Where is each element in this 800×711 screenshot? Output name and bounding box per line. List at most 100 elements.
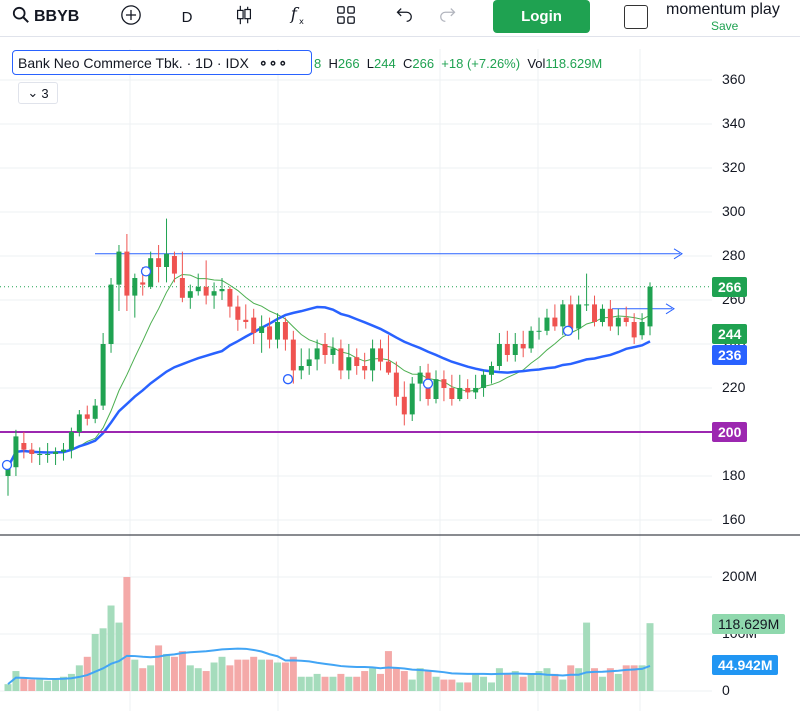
- volume-bar: [448, 679, 456, 691]
- candle-body: [219, 289, 225, 292]
- volume-bar: [377, 673, 385, 691]
- volume-bar: [361, 671, 369, 691]
- candle-body: [13, 436, 19, 468]
- workspace-name[interactable]: momentum play: [666, 1, 780, 18]
- volume-bar: [345, 676, 353, 691]
- volume-bar: [305, 676, 313, 691]
- volume-tick-label: 200M: [722, 568, 758, 584]
- candle-body: [21, 443, 27, 450]
- volume-bar: [400, 671, 408, 691]
- candle-body: [417, 372, 423, 384]
- volume-bar: [226, 665, 234, 691]
- close-label: C: [402, 56, 413, 71]
- candle-body: [473, 388, 479, 393]
- volume-bar: [202, 671, 210, 691]
- candle-body: [274, 322, 280, 340]
- candle-body: [528, 330, 534, 349]
- candle-body: [647, 286, 653, 327]
- volume-bar: [266, 659, 274, 691]
- volume-bar: [606, 668, 614, 691]
- volume-label: Vol: [527, 56, 546, 71]
- indicators-toggle[interactable]: ⌄ 3: [18, 82, 58, 104]
- layout-checkbox[interactable]: [624, 5, 648, 29]
- volume-bar: [432, 676, 440, 691]
- price-tick-label: 300: [722, 203, 746, 219]
- volume-bar: [163, 653, 171, 691]
- candles-icon: [233, 4, 255, 31]
- candle-body: [37, 454, 43, 455]
- candle-body: [108, 284, 114, 344]
- candle-body: [378, 348, 384, 362]
- sma-short-badge: 244: [712, 324, 748, 344]
- workspace-save-link[interactable]: Save: [711, 19, 739, 33]
- candle-body: [243, 319, 249, 322]
- compare-symbol-button[interactable]: [117, 0, 145, 34]
- candle-body: [235, 306, 241, 320]
- volume-bar: [329, 676, 337, 691]
- candle-body: [322, 344, 328, 355]
- volume-bar: [242, 659, 250, 691]
- candle-body: [60, 449, 66, 452]
- volume-bar: [250, 656, 258, 691]
- candle-body: [457, 388, 463, 399]
- candle-body: [544, 317, 550, 331]
- volume-bar: [472, 673, 480, 691]
- candle-body: [156, 258, 162, 267]
- login-button[interactable]: Login: [493, 0, 590, 33]
- volume-bar: [115, 622, 123, 691]
- candle-body: [164, 253, 170, 267]
- price-chart[interactable]: [0, 37, 800, 711]
- volume-bar: [456, 682, 464, 691]
- interval-button[interactable]: D: [181, 8, 193, 26]
- candle-body: [346, 357, 352, 371]
- price-tick-label: 340: [722, 115, 746, 131]
- symbol-search-button[interactable]: BBYB: [12, 0, 79, 34]
- change-value: +18 (+7.26%): [441, 56, 521, 71]
- more-options-icon[interactable]: ∘∘∘: [258, 54, 289, 70]
- candle-body: [607, 308, 613, 327]
- candle-body: [393, 372, 399, 397]
- candle-body: [496, 344, 502, 366]
- candle-body: [29, 449, 35, 454]
- candle-body: [187, 291, 193, 298]
- volume-bar: [369, 668, 377, 691]
- candle-body: [488, 366, 494, 375]
- svg-text:x: x: [299, 16, 304, 26]
- volume-bar: [337, 673, 345, 691]
- volume-bar: [487, 682, 495, 691]
- plus-circle-icon: [120, 4, 142, 31]
- volume-bar: [503, 673, 511, 691]
- volume-bar: [591, 668, 599, 691]
- layout-button[interactable]: [332, 0, 360, 34]
- volume-bar: [155, 645, 163, 691]
- volume-bar: [575, 668, 583, 691]
- search-icon: [12, 6, 30, 29]
- sma-long-badge: 236: [712, 345, 748, 365]
- candle-body: [140, 282, 146, 285]
- volume-bar: [353, 676, 361, 691]
- candle-body: [116, 251, 122, 285]
- arrow-right-icon: [673, 248, 683, 260]
- volume-bar: [12, 671, 20, 691]
- candle-body: [592, 304, 598, 322]
- volume-bar: [583, 622, 591, 691]
- redo-icon: [438, 4, 460, 31]
- candle-body: [76, 414, 82, 432]
- candle-body: [84, 414, 90, 419]
- candle-body: [370, 348, 376, 371]
- candle-body: [195, 286, 201, 292]
- volume-bar: [28, 679, 36, 691]
- chart-type-button[interactable]: [230, 0, 258, 34]
- volume-badge: 118.629M: [712, 614, 786, 634]
- indicators-count: 3: [41, 85, 49, 101]
- volume-bar: [646, 623, 654, 691]
- symbol-legend[interactable]: Bank Neo Commerce Tbk. · 1D · IDX ∘∘∘: [12, 50, 312, 75]
- volume-bar: [273, 662, 281, 691]
- undo-button[interactable]: [390, 0, 416, 34]
- candle-body: [298, 366, 304, 371]
- high-value: 266: [337, 56, 360, 71]
- redo-button[interactable]: [436, 0, 462, 34]
- candle-body: [282, 322, 288, 340]
